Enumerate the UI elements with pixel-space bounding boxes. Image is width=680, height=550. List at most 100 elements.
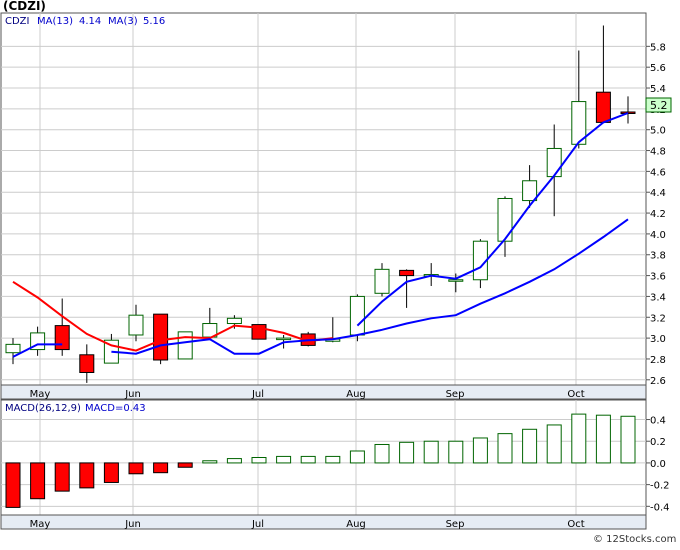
macd-bar-positive <box>399 441 415 464</box>
macd-x-tick-label: Aug <box>346 519 366 530</box>
macd-tick-label: -0.4 <box>650 502 670 513</box>
macd-x-tick-label: Jul <box>251 519 264 530</box>
macd-panel <box>0 399 647 516</box>
macd-tick-label: -0.2 <box>650 481 670 492</box>
candlestick <box>399 269 415 308</box>
candlestick <box>472 239 488 289</box>
macd-bar-negative <box>177 462 193 468</box>
macd-bar-positive <box>202 460 218 464</box>
last-price-text: 5.2 <box>650 99 668 112</box>
macd-tick-label: 0.4 <box>650 416 666 427</box>
price-x-tick-label: Aug <box>346 389 366 400</box>
candle-body-up <box>349 295 365 336</box>
last-price-badge: 5.2 <box>645 97 672 113</box>
price-tick-label: 4.8 <box>650 147 666 158</box>
price-tick-label: 5.4 <box>650 84 666 95</box>
macd-legend-params: MACD(26,12,9) <box>5 403 81 414</box>
macd-bar-positive <box>251 457 267 464</box>
candle-body-up <box>128 314 144 336</box>
macd-bar-positive <box>546 424 562 464</box>
candle-body-up <box>177 331 193 360</box>
macd-x-axis: May Jun Jul Aug Sep Oct <box>0 514 647 530</box>
macd-bar-negative <box>54 462 70 492</box>
macd-bar-positive <box>325 455 341 464</box>
macd-bar-negative <box>79 462 95 489</box>
macd-x-tick-label: May <box>30 519 51 530</box>
candlestick <box>374 263 390 297</box>
macd-bar-negative <box>103 462 119 483</box>
candlestick <box>5 338 21 365</box>
ma-overlay-line <box>356 112 629 327</box>
legend-ma13-label: MA(13) <box>37 16 73 27</box>
candle-body-up <box>276 337 292 341</box>
candle-body-down <box>399 269 415 277</box>
macd-bar-negative <box>128 462 144 475</box>
candlestick <box>128 304 144 342</box>
legend-ma13-value: 4.14 <box>79 16 101 27</box>
watermark-text: © 12Stocks.com <box>593 534 676 545</box>
candlestick <box>177 331 193 360</box>
candle-body-down <box>79 354 95 373</box>
macd-bar-positive <box>448 440 464 464</box>
candle-body-up <box>374 268 390 294</box>
macd-bar-negative <box>153 462 169 474</box>
ma13-line <box>12 343 63 358</box>
candlestick <box>153 313 169 365</box>
price-tick-label: 4.6 <box>650 167 666 178</box>
macd-bar-positive <box>472 437 488 464</box>
macd-bar-positive <box>620 415 636 464</box>
macd-bar-positive <box>571 413 587 464</box>
price-tick-label: 3.6 <box>650 272 666 283</box>
macd-bar-positive <box>276 455 292 464</box>
candle-body-down <box>595 91 611 123</box>
price-tick-label: 2.8 <box>650 355 666 366</box>
price-tick-label: 5.6 <box>650 63 666 74</box>
candle-body-down <box>54 325 70 351</box>
price-tick-label: 3.0 <box>650 334 666 345</box>
candlestick <box>571 50 587 149</box>
price-panel <box>0 12 647 390</box>
macd-bar-negative <box>5 462 21 508</box>
price-x-axis: May Jun Jul Aug Sep Oct <box>0 384 647 400</box>
candle-body-up <box>226 317 242 325</box>
price-tick-label: 5.8 <box>650 42 666 53</box>
legend-ticker: CDZI <box>5 16 29 27</box>
macd-legend-value: MACD=0.43 <box>85 403 146 414</box>
candle-body-up <box>522 180 538 202</box>
macd-x-tick-label: Jun <box>124 519 141 530</box>
price-x-tick-label: Oct <box>567 389 584 400</box>
price-tick-label: 3.2 <box>650 313 666 324</box>
price-tick-label: 4.0 <box>650 230 666 241</box>
macd-bar-positive <box>226 458 242 464</box>
price-x-tick-label: Jul <box>251 389 264 400</box>
candle-body-up <box>571 101 587 145</box>
macd-bar-positive <box>423 440 439 464</box>
legend-ma3-label: MA(3) <box>108 16 138 27</box>
candlestick <box>448 273 464 293</box>
price-tick-label: 4.4 <box>650 188 666 199</box>
macd-x-tick-label: Sep <box>446 519 465 530</box>
macd-tick-label: 0.0 <box>650 459 666 470</box>
macd-bar-positive <box>300 455 316 464</box>
candle-body-up <box>497 197 513 242</box>
macd-bar-positive <box>522 428 538 464</box>
macd-bar-negative <box>30 462 46 500</box>
price-tick-label: 3.4 <box>650 292 666 303</box>
ma13-line <box>111 218 629 355</box>
candle-body-up <box>5 343 21 354</box>
candle-body-down <box>153 313 169 361</box>
macd-x-tick-label: Oct <box>567 519 584 530</box>
price-x-tick-label: Sep <box>446 389 465 400</box>
price-tick-label: 5.0 <box>650 126 666 137</box>
price-x-tick-label: May <box>30 389 51 400</box>
price-tick-label: 2.6 <box>650 376 666 387</box>
macd-tick-label: 0.2 <box>650 437 666 448</box>
candlestick <box>522 165 538 208</box>
price-tick-label: 3.8 <box>650 251 666 262</box>
ma3-line <box>12 280 333 352</box>
chart-title: (CDZI) <box>3 0 46 13</box>
candlestick <box>497 196 513 257</box>
candlestick <box>79 344 95 383</box>
